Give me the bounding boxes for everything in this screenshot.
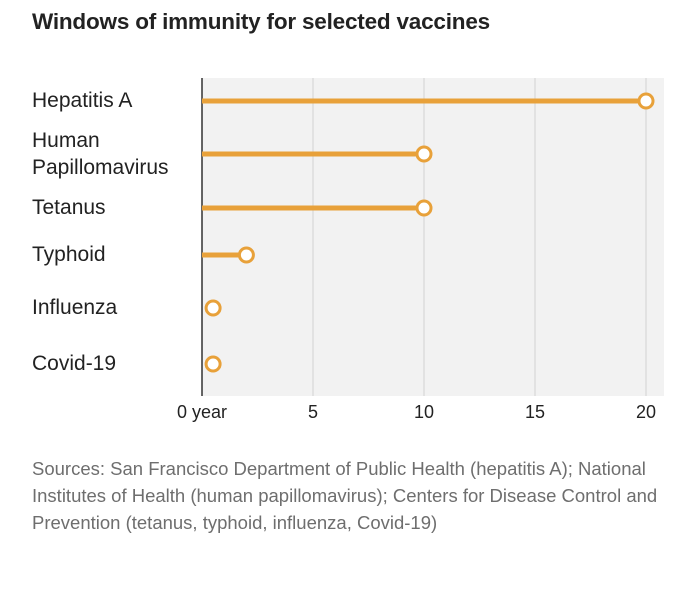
category-label: Human Papillomavirus bbox=[32, 129, 169, 179]
x-tick-label: 10 bbox=[414, 402, 434, 422]
category-label: Influenza bbox=[32, 296, 118, 319]
x-tick-label: 15 bbox=[525, 402, 545, 422]
category-label: Hepatitis A bbox=[32, 89, 133, 112]
lollipop-head bbox=[415, 199, 433, 217]
plot-area bbox=[202, 78, 664, 396]
x-tick-label: 5 bbox=[308, 402, 318, 422]
category-label: Typhoid bbox=[32, 243, 106, 266]
lollipop-head bbox=[415, 145, 433, 163]
lollipop-head bbox=[204, 299, 222, 317]
lollipop-head bbox=[237, 246, 255, 264]
x-tick-label: 0 year bbox=[177, 402, 227, 422]
category-label: Tetanus bbox=[32, 196, 106, 219]
lollipop-head bbox=[637, 92, 655, 110]
category-label: Covid-19 bbox=[32, 352, 117, 375]
lollipop-head bbox=[204, 355, 222, 373]
source-note: Sources: San Francisco Department of Pub… bbox=[32, 458, 658, 533]
chart-title: Windows of immunity for selected vaccine… bbox=[32, 9, 490, 34]
x-tick-label: 20 bbox=[636, 402, 656, 422]
